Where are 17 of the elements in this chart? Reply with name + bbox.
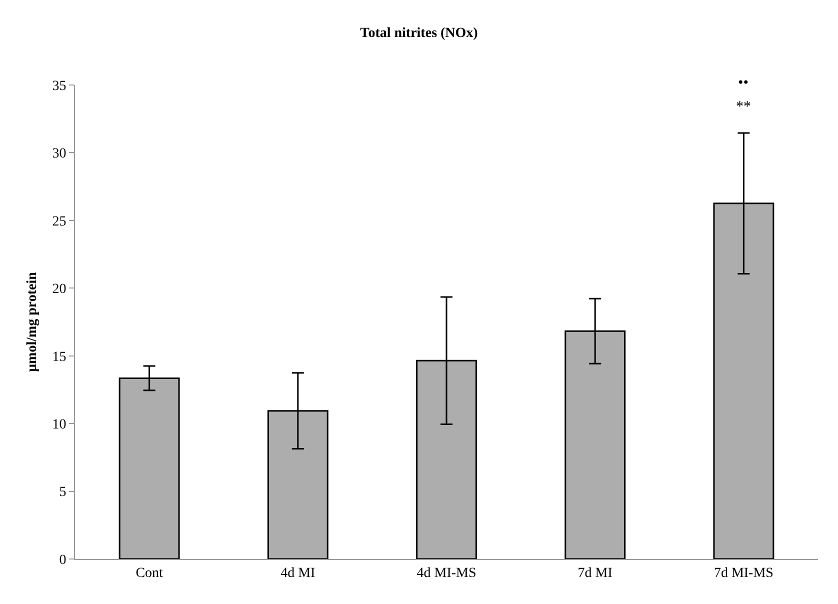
y-tick-label: 5 (59, 485, 66, 500)
y-tick-label: 0 (59, 552, 66, 568)
x-tick-label: 4d MI (280, 566, 316, 581)
x-tick-label: Cont (136, 566, 164, 581)
y-tick-label: 15 (52, 350, 66, 365)
chart-title: Total nitrites (NOx) (360, 26, 478, 41)
x-tick-label: 7d MI (578, 566, 613, 581)
y-tick-label: 20 (52, 282, 66, 298)
y-tick-label: 30 (52, 146, 66, 162)
y-tick-label: 10 (52, 417, 66, 432)
y-tick-label: 25 (52, 214, 66, 230)
annotation: ** (736, 99, 751, 115)
y-axis-title: μmol/mg protein (24, 272, 40, 372)
x-tick-label: 4d MI-MS (416, 566, 476, 581)
y-tick-label: 35 (52, 78, 66, 94)
x-tick-label: 7d MI-MS (714, 566, 774, 581)
annotation: •• (738, 75, 749, 91)
